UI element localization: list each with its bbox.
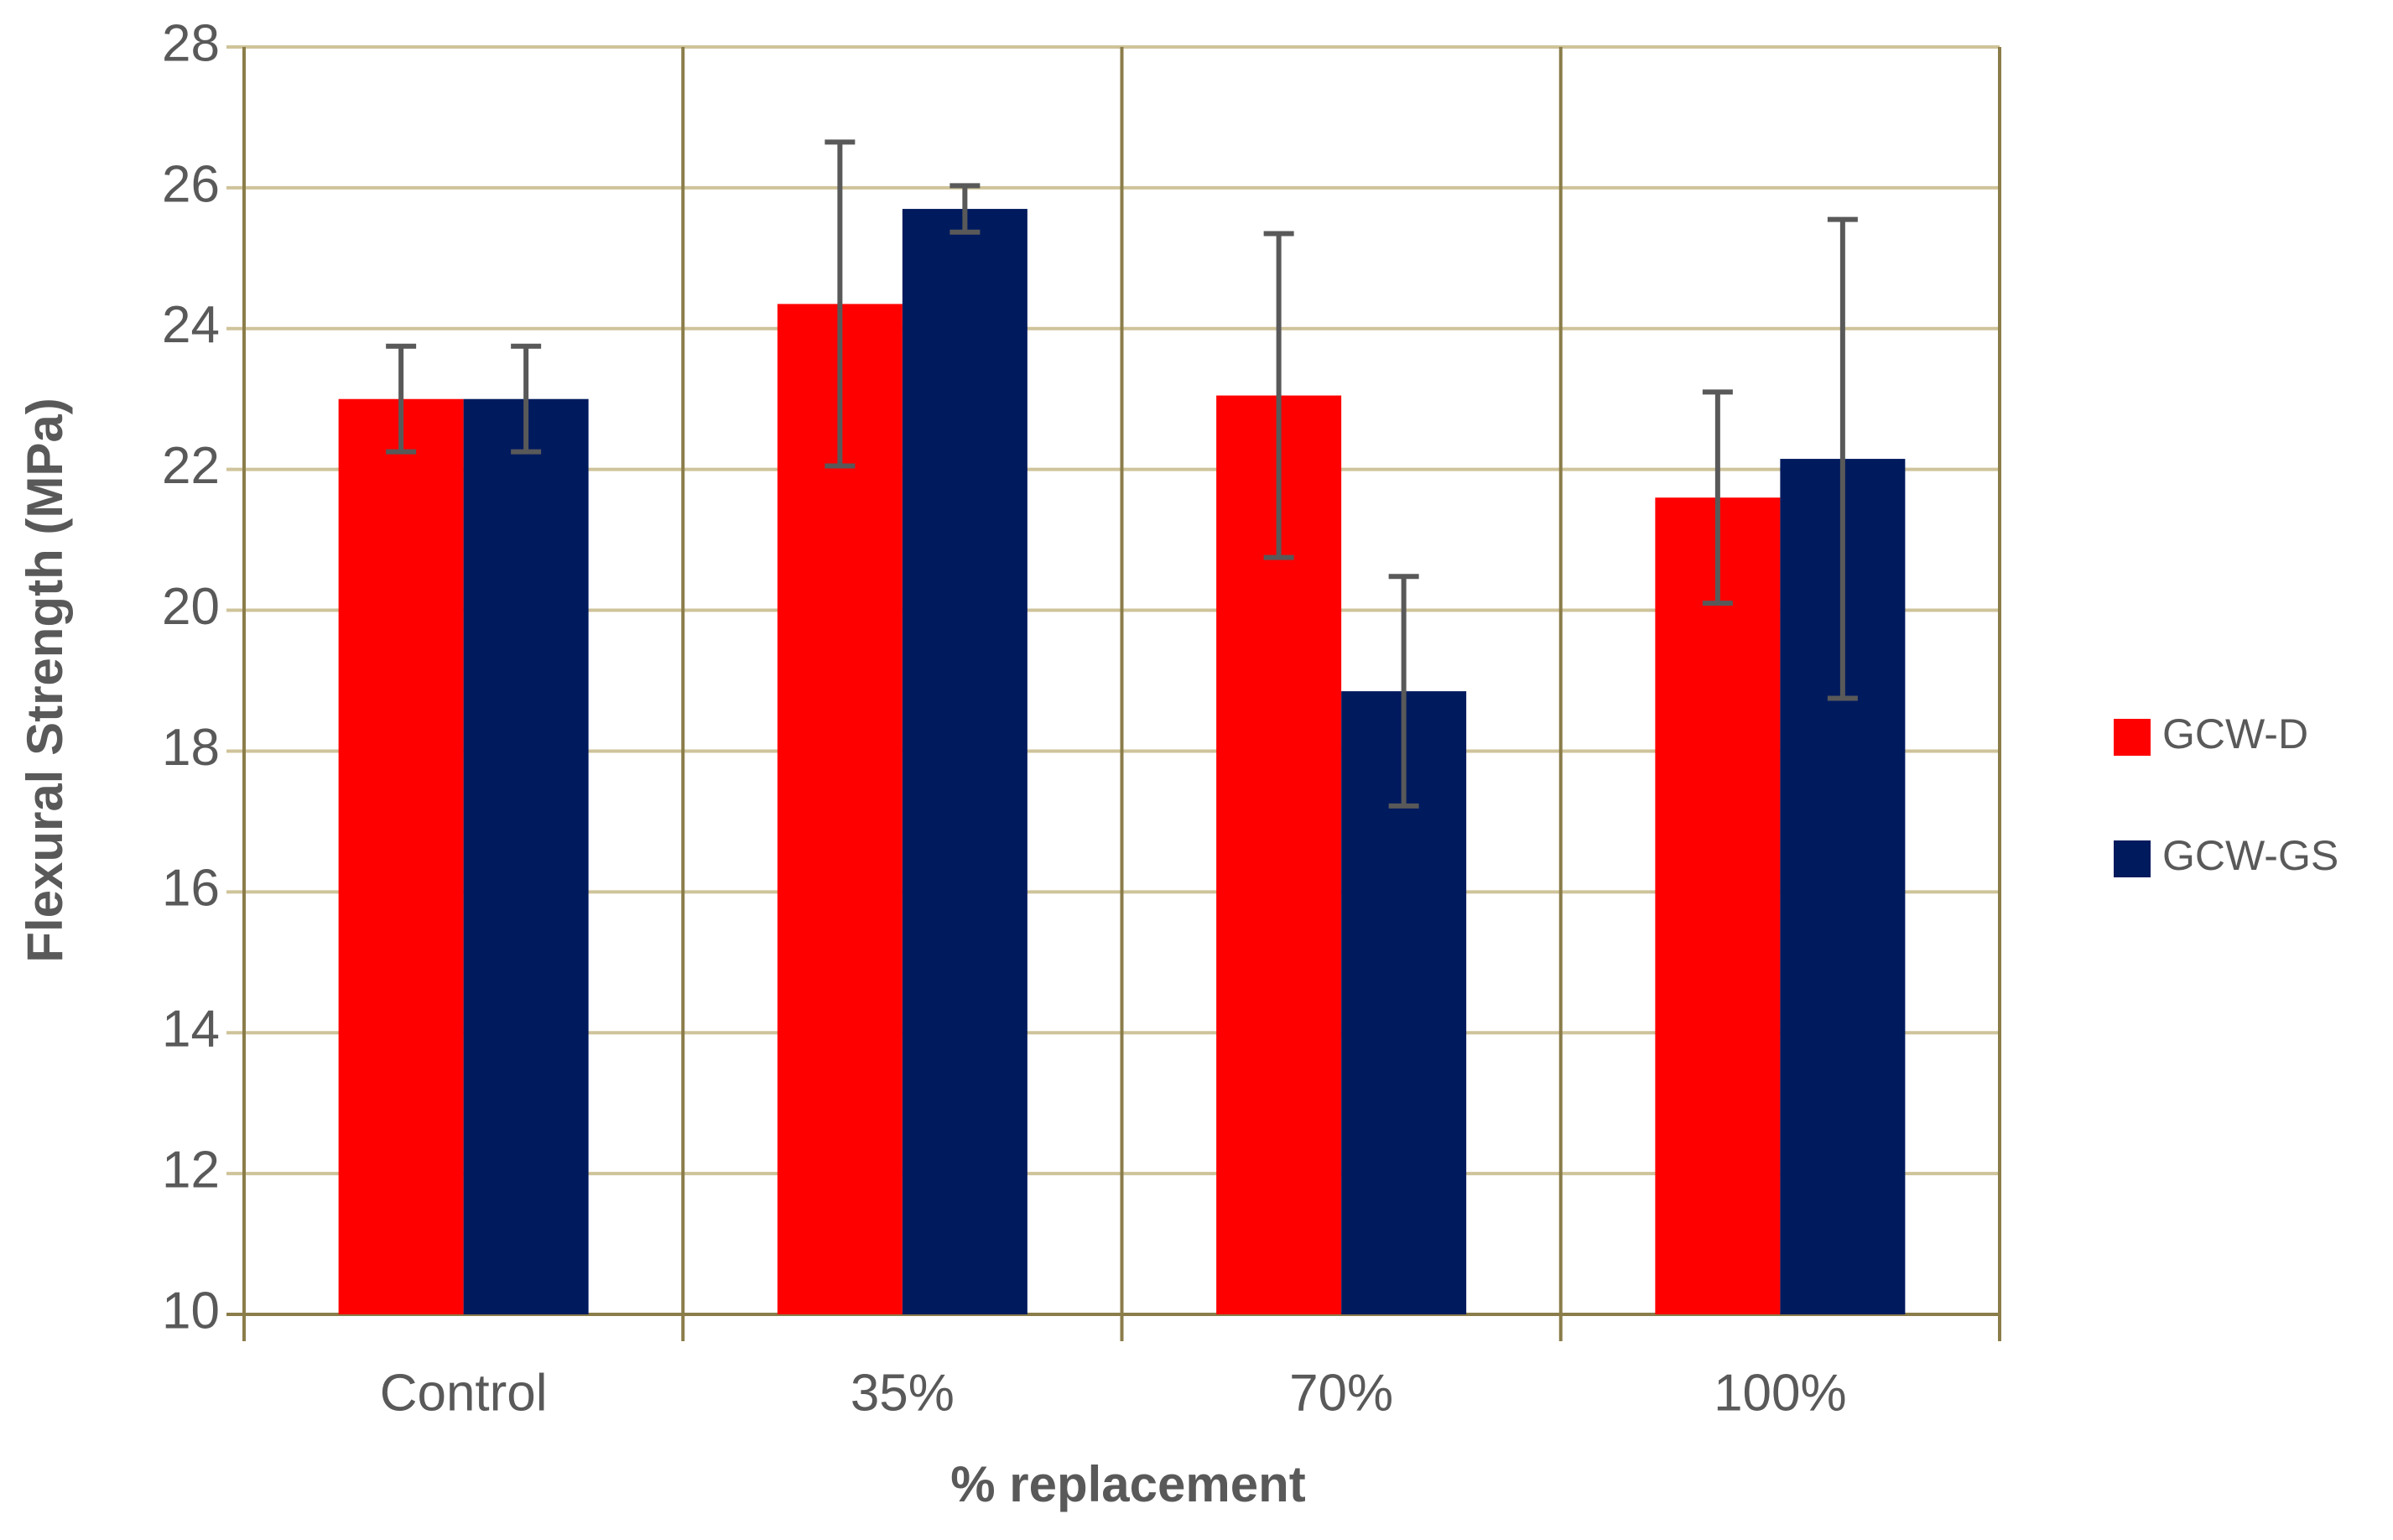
error-bar (1388, 574, 1419, 809)
error-bar (1263, 231, 1294, 560)
x-tick-label: 100% (1714, 1364, 1847, 1422)
y-axis-title: Flexural Strength (MPa) (17, 398, 73, 962)
bar (1655, 497, 1781, 1314)
error-bar (825, 139, 856, 469)
legend-swatch (2114, 840, 2151, 877)
error-bar (1827, 216, 1858, 701)
legend-swatch (2114, 719, 2151, 756)
y-tick-label: 28 (162, 14, 220, 72)
y-tick-label: 16 (162, 860, 220, 918)
error-bar (1702, 389, 1733, 606)
y-tick-label: 24 (162, 296, 220, 354)
y-tick-label: 18 (162, 719, 220, 777)
x-axis-title: % replacement (950, 1456, 1306, 1512)
error-bar (511, 343, 542, 455)
y-tick-label: 10 (162, 1282, 220, 1340)
x-tick-label: 35% (851, 1364, 955, 1422)
x-tick-label: 70% (1289, 1364, 1393, 1422)
bar (902, 209, 1027, 1314)
error-bar (949, 183, 981, 235)
bar (338, 398, 464, 1315)
y-tick-label: 20 (162, 578, 220, 636)
y-tick-label: 12 (162, 1141, 220, 1199)
bar (777, 304, 903, 1314)
bar (463, 398, 589, 1315)
legend-label: GCW-GS (2162, 832, 2338, 879)
y-tick-label: 26 (162, 155, 220, 213)
y-tick-label: 22 (162, 437, 220, 495)
legend-label: GCW-D (2162, 710, 2308, 757)
x-tick-label: Control (380, 1364, 548, 1422)
y-tick-label: 14 (162, 1001, 220, 1059)
error-bar (386, 343, 417, 455)
